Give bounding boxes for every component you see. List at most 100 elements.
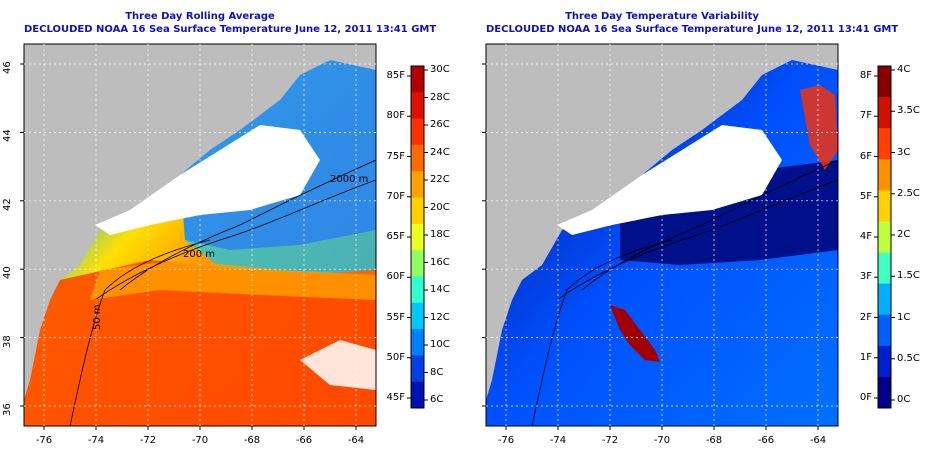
y-tick-label: 40	[2, 266, 13, 280]
colorbar-segment	[411, 118, 424, 146]
colorbar-right-label: 22C	[430, 174, 450, 185]
contour-label-200m: 200 m	[183, 249, 216, 260]
left-map-panel	[24, 44, 376, 426]
colorbar-right-label: 24C	[430, 146, 450, 158]
colorbar-right-label: 30C	[430, 64, 450, 75]
colorbar-left-label: 1F	[859, 351, 872, 363]
colorbar-right-label: 1.5C	[897, 270, 920, 282]
colorbar-segment	[411, 381, 424, 409]
x-tick-label: -70	[653, 435, 671, 446]
colorbar-segment	[411, 92, 424, 120]
contour-50m	[69, 239, 211, 426]
colorbar-segment	[411, 171, 424, 199]
y-tick-label: 38	[2, 334, 13, 348]
y-tick-label: 42	[2, 198, 13, 211]
x-tick-label: -74	[549, 435, 567, 446]
colorbar-right-label: 3C	[897, 146, 911, 158]
colorbar-left-label: 70F	[386, 190, 405, 202]
high-variability-eddy	[610, 305, 660, 362]
high-variability-streak	[800, 85, 838, 170]
land-mass	[24, 44, 376, 400]
colorbar-left-label: 0F	[859, 392, 872, 403]
colorbar-segment	[878, 97, 891, 129]
colorbar-right-label: 0C	[897, 394, 911, 405]
colorbar-left-label: 3F	[859, 271, 872, 283]
colorbar-right-label: 14C	[430, 284, 450, 295]
right-map-panel	[486, 44, 838, 426]
colorbar-segment	[411, 223, 424, 251]
colorbar-segment	[878, 252, 891, 285]
contour-label-2000m: 2000 m	[330, 174, 369, 185]
colorbar-segment	[411, 66, 424, 93]
colorbar-right-label: 20C	[430, 201, 450, 213]
right-title-line1: Three Day Temperature Variability	[565, 11, 759, 22]
colorbar-segment	[411, 250, 424, 277]
colorbar-left-label: 6F	[859, 150, 872, 162]
land-mass	[486, 44, 838, 400]
colorbar-right-label: 1C	[897, 311, 911, 323]
x-tick-label: -74	[87, 435, 105, 446]
colorbar-left-label: 60F	[386, 271, 405, 283]
colorbar-left-label: 65F	[386, 231, 405, 242]
colorbar-right-label: 4C	[897, 64, 911, 75]
colorbar-right-label: 18C	[430, 229, 450, 240]
cloud-mask	[95, 125, 320, 235]
y-tick-label: 44	[2, 129, 13, 143]
colorbar-right-label: 6C	[430, 394, 444, 405]
x-tick-label: -76	[497, 435, 515, 446]
colorbar-segment	[411, 302, 424, 330]
colorbar-segment	[878, 221, 891, 254]
colorbar-right-label: 28C	[430, 91, 450, 103]
colorbar-segment	[411, 276, 424, 304]
colorbar-left-label: 5F	[859, 190, 872, 202]
colorbar-right-label: 8C	[430, 366, 444, 378]
colorbar-segment	[411, 144, 424, 172]
colorbar-segment	[878, 376, 891, 409]
colorbar-left-label: 75F	[386, 150, 405, 162]
x-tick-label: -64	[809, 435, 827, 446]
colorbar-left-label: 45F	[386, 392, 405, 403]
colorbar-segment	[878, 159, 891, 191]
colorbar-right-label: 2.5C	[897, 187, 920, 199]
colorbar-right-label: 2C	[897, 229, 911, 240]
x-tick-label: -70	[191, 435, 209, 446]
x-tick-label: -68	[705, 435, 723, 446]
left-title-line2: DECLOUDED NOAA 16 Sea Surface Temperatur…	[24, 24, 437, 35]
colorbar-right-label: 3.5C	[897, 105, 920, 117]
colorbar-segment	[878, 190, 891, 222]
y-tick-label: 46	[2, 61, 13, 74]
colorbar-segment	[878, 283, 891, 316]
contour-200m	[94, 179, 376, 301]
x-tick-label: -72	[601, 435, 619, 446]
cloud-mask	[557, 125, 782, 235]
ocean-warm-region	[24, 260, 376, 426]
colorbar-right-label: 26C	[430, 119, 450, 130]
colorbar-right-label: 16C	[430, 256, 450, 268]
ocean-gulf-stream	[90, 260, 376, 300]
left-title-line1: Three Day Rolling Average	[125, 11, 275, 22]
contour-200m	[556, 179, 838, 301]
colorbar-segment	[878, 128, 891, 160]
x-tick-label: -76	[35, 435, 53, 446]
colorbar-segment	[411, 197, 424, 225]
colorbar-left-label: 4F	[859, 231, 872, 242]
x-tick-label: -66	[757, 435, 775, 446]
colorbar-right-label: 10C	[430, 339, 450, 350]
x-tick-label: -64	[347, 435, 365, 446]
right-title-line2: DECLOUDED NOAA 16 Sea Surface Temperatur…	[486, 24, 899, 35]
colorbar-left-label: 55F	[386, 311, 405, 323]
colorbar-left-label: 80F	[386, 110, 405, 122]
colorbar-segment	[878, 66, 891, 98]
colorbar-right-label: 0.5C	[897, 352, 920, 364]
colorbar-segment	[411, 355, 424, 383]
colorbar-left-label: 85F	[386, 70, 405, 81]
colorbar-left-label: 7F	[859, 110, 872, 122]
x-tick-label: -72	[139, 435, 157, 446]
colorbar-left-label: 50F	[386, 351, 405, 363]
colorbar-segment	[878, 345, 891, 378]
y-tick-label: 36	[2, 403, 13, 416]
colorbar-left-label: 2F	[859, 311, 872, 323]
colorbar-segment	[411, 329, 424, 356]
x-tick-label: -68	[243, 435, 261, 446]
